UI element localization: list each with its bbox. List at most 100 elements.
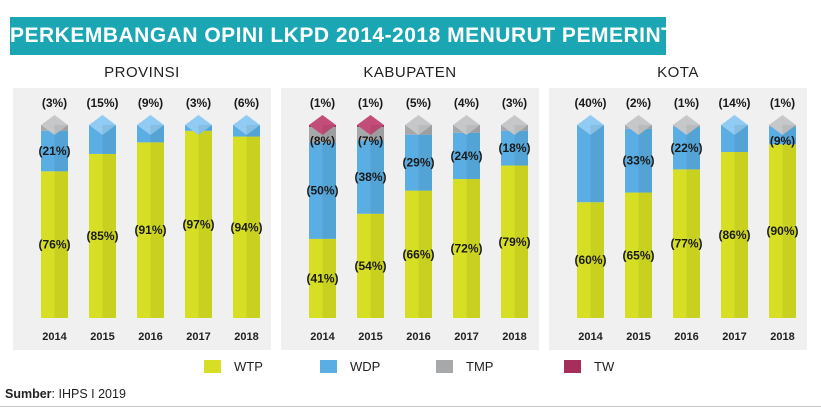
- bar-top-cap-kota-2018: [769, 115, 796, 135]
- value-label-wdp-provinsi-2015: (15%): [86, 96, 118, 110]
- value-label-wtp-provinsi-2014: (76%): [38, 238, 70, 252]
- bar-segment-wtp-provinsi-2016: [137, 142, 164, 318]
- bar-shade-kota-2014: [590, 125, 604, 318]
- value-label-tmp-kabupaten-2018: (3%): [502, 96, 527, 110]
- bar-top-cap-kabupaten-2014: [309, 115, 336, 135]
- bar-segment-wtp-kota-2017: [721, 152, 748, 318]
- year-label-kota-2015: 2015: [626, 331, 650, 343]
- panel-title-kota: KOTA: [657, 64, 699, 81]
- value-label-wdp-kota-2015: (33%): [622, 154, 654, 168]
- bar-top-cap-provinsi-2018: [233, 115, 260, 135]
- value-label-wtp-kota-2017: (86%): [718, 228, 750, 242]
- year-label-provinsi-2017: 2017: [186, 331, 210, 343]
- value-label-wdp-kabupaten-2017: (24%): [450, 149, 482, 163]
- bar-segment-wtp-provinsi-2015: [89, 153, 116, 318]
- value-label-wdp-provinsi-2016: (9%): [138, 96, 163, 110]
- value-label-tw-kabupaten-2015: (1%): [358, 96, 383, 110]
- bar-segment-wtp-provinsi-2014: [41, 171, 68, 318]
- year-label-kabupaten-2014: 2014: [310, 331, 335, 343]
- value-label-wdp-provinsi-2014: (21%): [38, 144, 70, 158]
- value-label-wdp-kota-2017: (14%): [718, 96, 750, 110]
- bar-segment-wdp-kabupaten-2016: [405, 134, 432, 191]
- year-label-provinsi-2018: 2018: [234, 331, 258, 343]
- bar-segment-wtp-kabupaten-2015: [357, 213, 384, 318]
- value-label-tmp-kabupaten-2016: (5%): [406, 96, 431, 110]
- value-label-wdp-kota-2014: (40%): [574, 96, 606, 110]
- value-label-tmp-kabupaten-2017: (4%): [454, 96, 479, 110]
- value-label-wdp-kota-2018: (9%): [770, 134, 795, 148]
- year-label-kabupaten-2018: 2018: [502, 331, 526, 343]
- bar-segment-wdp-provinsi-2014: [41, 130, 68, 172]
- value-label-wdp-kabupaten-2014: (50%): [306, 184, 338, 198]
- value-label-wdp-provinsi-2017: (3%): [186, 96, 211, 110]
- value-label-wtp-kota-2015: (65%): [622, 248, 654, 262]
- bar-shade-kabupaten-2018: [514, 125, 528, 318]
- value-label-wtp-provinsi-2015: (85%): [86, 229, 118, 243]
- value-label-tmp-kabupaten-2014: (8%): [310, 134, 335, 148]
- source-note: Sumber: IHPS I 2019: [5, 387, 126, 401]
- year-label-provinsi-2015: 2015: [90, 331, 114, 343]
- value-label-wtp-kabupaten-2014: (41%): [306, 271, 338, 285]
- value-label-tw-kabupaten-2014: (1%): [310, 96, 335, 110]
- bar-segment-wtp-provinsi-2017: [185, 130, 212, 318]
- bar-top-cap-provinsi-2015: [89, 115, 116, 135]
- bar-shade-kota-2015: [638, 125, 652, 318]
- panel-title-kabupaten: KABUPATEN: [363, 64, 457, 81]
- bar-shade-provinsi-2014: [54, 125, 68, 318]
- value-label-tmp-kota-2016: (1%): [674, 96, 699, 110]
- year-label-provinsi-2014: 2014: [42, 331, 67, 343]
- bar-segment-wdp-kota-2014: [577, 125, 604, 203]
- bar-top-cap-kota-2017: [721, 115, 748, 135]
- bar-segment-wtp-kabupaten-2016: [405, 190, 432, 318]
- year-label-kabupaten-2017: 2017: [454, 331, 478, 343]
- bar-top-cap-provinsi-2016: [137, 115, 164, 135]
- bar-segment-wdp-kabupaten-2017: [453, 132, 480, 180]
- bar-segment-wtp-kota-2018: [769, 144, 796, 318]
- year-label-provinsi-2016: 2016: [138, 331, 162, 343]
- legend-item-wtp: WTP: [204, 358, 263, 374]
- legend-swatch-tmp: [436, 359, 453, 373]
- year-label-kota-2017: 2017: [722, 331, 746, 343]
- bar-shade-kabupaten-2017: [466, 125, 480, 318]
- bar-top-cap-kabupaten-2018: [501, 115, 528, 135]
- chart-title: PERKEMBANGAN OPINI LKPD 2014-2018 MENURU…: [10, 24, 736, 47]
- legend-item-wdp: WDP: [320, 358, 380, 374]
- legend-label-wdp: WDP: [350, 358, 381, 374]
- value-label-tmp-provinsi-2014: (3%): [42, 96, 67, 110]
- value-label-wtp-kota-2018: (90%): [766, 224, 798, 238]
- year-label-kota-2018: 2018: [770, 331, 794, 343]
- legend-label-wtp: WTP: [234, 358, 263, 374]
- bar-segment-wdp-kabupaten-2014: [309, 142, 336, 239]
- bottom-divider: [0, 406, 821, 407]
- source-text: : IHPS I 2019: [51, 387, 126, 401]
- bar-shade-provinsi-2015: [102, 125, 116, 318]
- bar-segment-wdp-kota-2015: [625, 128, 652, 193]
- value-label-tmp-kabupaten-2015: (7%): [358, 134, 383, 148]
- bar-segment-wdp-kota-2018: [769, 126, 796, 145]
- bar-segment-wtp-kota-2015: [625, 192, 652, 318]
- value-label-wtp-kota-2014: (60%): [574, 253, 606, 267]
- bar-top-cap-kota-2015: [625, 115, 652, 135]
- value-label-wtp-provinsi-2018: (94%): [230, 220, 262, 234]
- bar-shade-provinsi-2017: [198, 125, 212, 318]
- value-label-wtp-kabupaten-2016: (66%): [402, 247, 434, 261]
- source-label: Sumber: [5, 387, 52, 401]
- legend-swatch-wdp: [320, 359, 337, 373]
- legend-swatch-wtp: [204, 359, 221, 373]
- legend: WTP WDP TMP TW: [0, 352, 821, 380]
- bar-segment-wtp-kabupaten-2014: [309, 238, 336, 318]
- bar-segment-wtp-kabupaten-2018: [501, 165, 528, 318]
- bar-segment-wtp-kota-2014: [577, 202, 604, 318]
- bar-segment-wdp-kabupaten-2018: [501, 130, 528, 166]
- value-label-wtp-kabupaten-2015: (54%): [354, 259, 386, 273]
- bar-segment-wtp-kabupaten-2017: [453, 179, 480, 318]
- bar-top-cap-kabupaten-2017: [453, 115, 480, 135]
- value-label-wtp-kota-2016: (77%): [670, 237, 702, 251]
- value-label-wtp-kabupaten-2018: (79%): [498, 235, 530, 249]
- year-label-kabupaten-2015: 2015: [358, 331, 382, 343]
- value-label-wdp-kabupaten-2015: (38%): [354, 170, 386, 184]
- value-label-wtp-provinsi-2017: (97%): [182, 217, 214, 231]
- legend-item-tw: TW: [564, 358, 614, 374]
- title-background: [10, 17, 666, 55]
- year-label-kota-2016: 2016: [674, 331, 698, 343]
